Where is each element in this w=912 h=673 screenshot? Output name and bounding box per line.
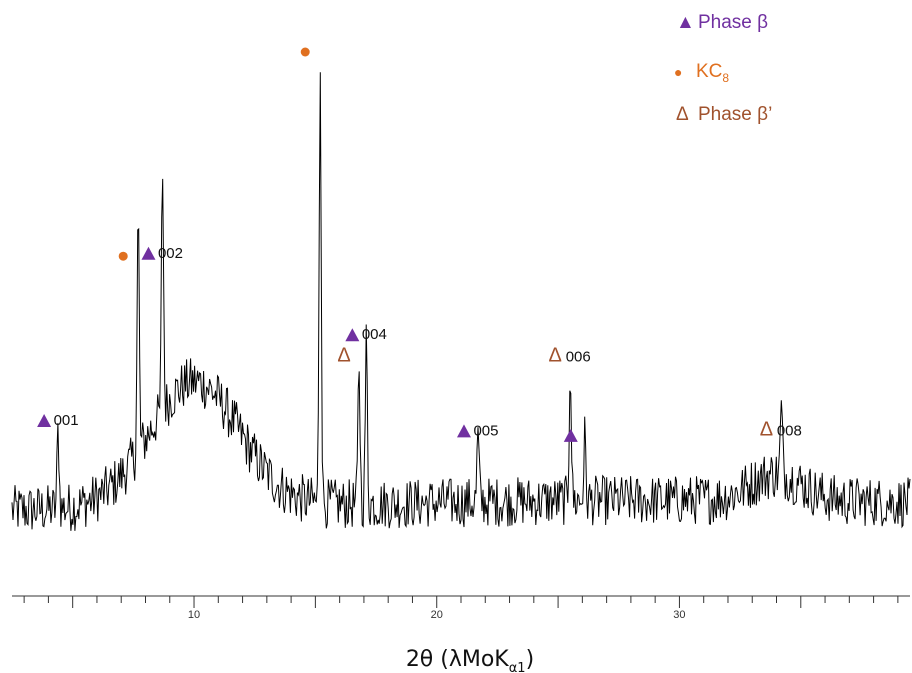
phase-beta-prime-marker: Δ: [549, 344, 562, 366]
phase-beta-prime-marker: Δ: [337, 344, 350, 366]
phase-beta-prime-marker: Δ: [760, 418, 773, 440]
legend-entry-phase-beta: ▲ Phase β: [676, 12, 768, 33]
peak-label-002: 002: [158, 245, 183, 262]
peak-label-008: 008: [777, 422, 802, 439]
legend-label-phase-beta: Phase β: [698, 12, 768, 33]
kc8-marker: [118, 251, 128, 261]
legend-entry-kc8: ● KC8: [674, 61, 729, 85]
peak-label-004: 004: [362, 326, 387, 343]
legend-label-phase-beta-prime: Phase β’: [698, 104, 772, 125]
peak-2: 002: [141, 245, 183, 262]
legend-label-kc8: KC8: [696, 61, 729, 85]
diffraction-trace: [11, 72, 911, 531]
diffraction-trace-line: [11, 72, 911, 531]
peak-3: [300, 47, 310, 57]
peak-9: Δ 008: [760, 418, 802, 440]
peak-0: 001: [37, 412, 79, 429]
x-tick-label-20: 20: [431, 609, 443, 621]
phase-beta-marker: [37, 414, 52, 428]
peak-label-006: 006: [566, 348, 591, 365]
peak-label-005: 005: [473, 422, 498, 439]
peak-label-001: 001: [54, 412, 79, 429]
phase-beta-marker: [141, 246, 156, 260]
x-axis: 10 20 30: [12, 595, 910, 621]
legend-entry-phase-beta-prime: Δ Phase β’: [676, 104, 772, 125]
legend: ▲ Phase β ● KC8 Δ Phase β’: [674, 12, 772, 125]
x-tick-label-10: 10: [188, 609, 200, 621]
triangle-icon: ▲: [676, 12, 695, 33]
x-tick-label-30: 30: [673, 609, 685, 621]
kc8-marker: [300, 47, 310, 57]
phase-beta-marker: [345, 328, 360, 342]
peak-4: Δ: [337, 344, 350, 366]
phase-beta-marker: [456, 424, 471, 438]
peak-6: 005: [456, 422, 499, 439]
peak-5: 004: [345, 326, 387, 343]
peak-1: [118, 251, 128, 261]
phase-beta-marker: [563, 428, 578, 442]
circle-icon: ●: [674, 64, 682, 80]
peak-7: Δ 006: [549, 344, 591, 366]
delta-icon: Δ: [676, 104, 689, 125]
x-axis-label: 2θ (λMoKα1): [406, 647, 534, 673]
peak-8: [563, 428, 578, 442]
